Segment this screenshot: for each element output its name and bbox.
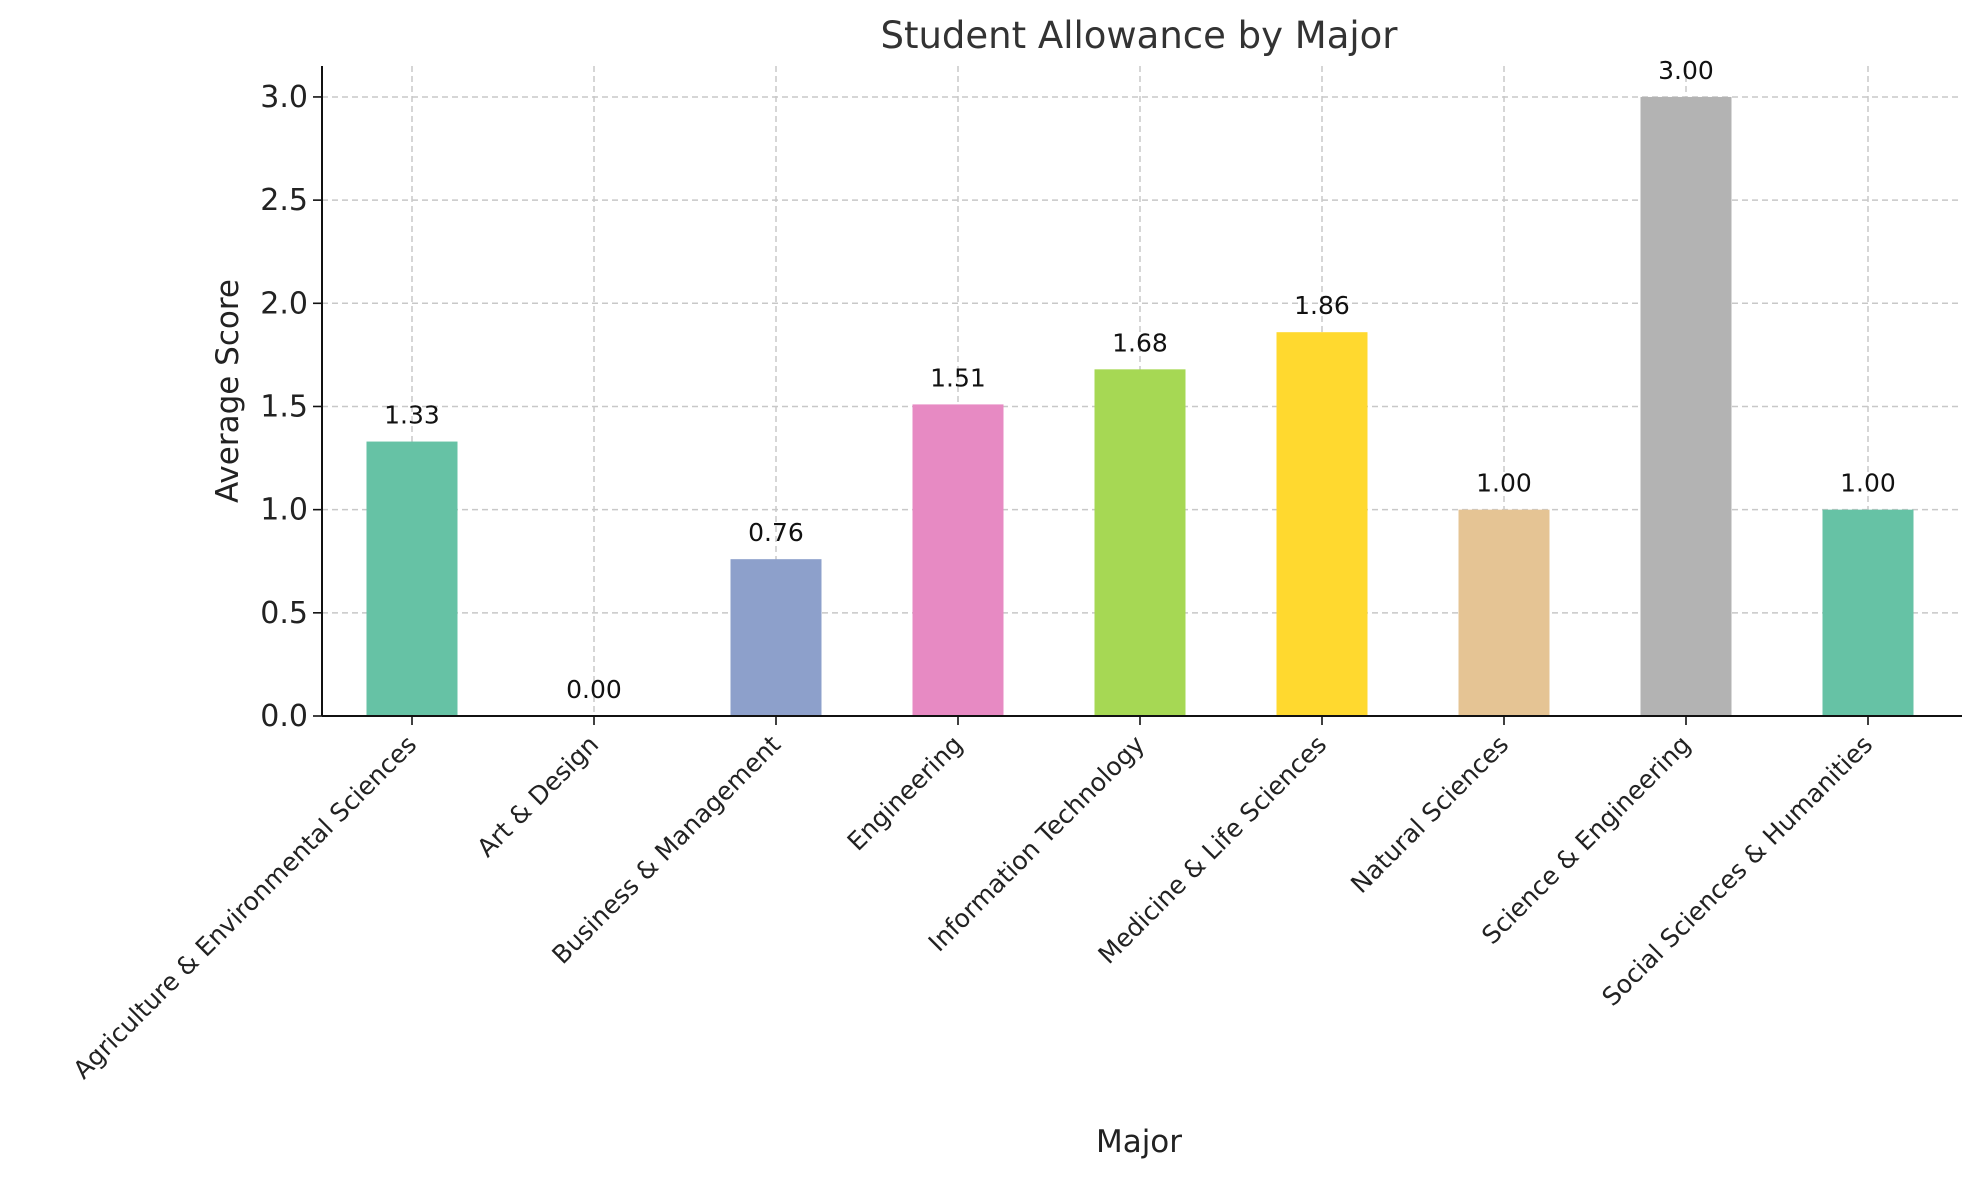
- x-ticks: Agriculture & Environmental Sciences Art …: [68, 716, 1878, 1085]
- bar: [1640, 96, 1732, 716]
- x-tick-label: Art & Design: [471, 730, 604, 863]
- bar-value-label: 1.68: [1112, 328, 1168, 357]
- y-tick-label: 3.0: [260, 80, 308, 115]
- bar: [730, 559, 822, 716]
- x-tick-label: Agriculture & Environmental Sciences: [68, 730, 423, 1085]
- bar-value-label: 1.86: [1294, 291, 1350, 320]
- bar: [1276, 332, 1368, 716]
- y-ticks: 0.0 0.5 1.0 1.5 2.0 2.5 3.0: [260, 80, 322, 734]
- bar: [1094, 369, 1186, 716]
- y-tick-label: 0.0: [260, 699, 308, 734]
- bar: [366, 441, 458, 716]
- x-axis-label: Major: [1096, 1124, 1182, 1160]
- bar-value-label: 0.00: [566, 675, 622, 704]
- bar-value-label: 1.33: [384, 401, 440, 430]
- chart-title: Student Allowance by Major: [880, 14, 1398, 57]
- y-tick-label: 2.5: [260, 183, 308, 218]
- y-axis-label: Average Score: [210, 279, 246, 503]
- y-tick-label: 1.0: [260, 493, 308, 528]
- bar-value-label: 3.00: [1658, 56, 1714, 85]
- bar: [1822, 509, 1914, 716]
- bar: [912, 404, 1004, 716]
- bar-value-label: 0.76: [748, 518, 804, 547]
- bars: [366, 96, 1914, 716]
- x-tick-label: Information Technology: [923, 730, 1151, 958]
- x-tick-label: Engineering: [842, 730, 969, 857]
- y-tick-label: 1.5: [260, 389, 308, 424]
- bar-value-label: 1.51: [930, 363, 986, 392]
- bar-value-label: 1.00: [1840, 469, 1896, 498]
- y-tick-label: 0.5: [260, 596, 308, 631]
- y-tick-label: 2.0: [260, 286, 308, 321]
- data-labels: 1.33 0.00 0.76 1.51 1.68 1.86 1.00 3.00 1.00: [384, 56, 1896, 704]
- x-tick-label: Science & Engineering: [1476, 730, 1696, 950]
- bar: [1458, 509, 1550, 716]
- bar-value-label: 1.00: [1476, 469, 1532, 498]
- x-tick-label: Natural Sciences: [1345, 730, 1514, 899]
